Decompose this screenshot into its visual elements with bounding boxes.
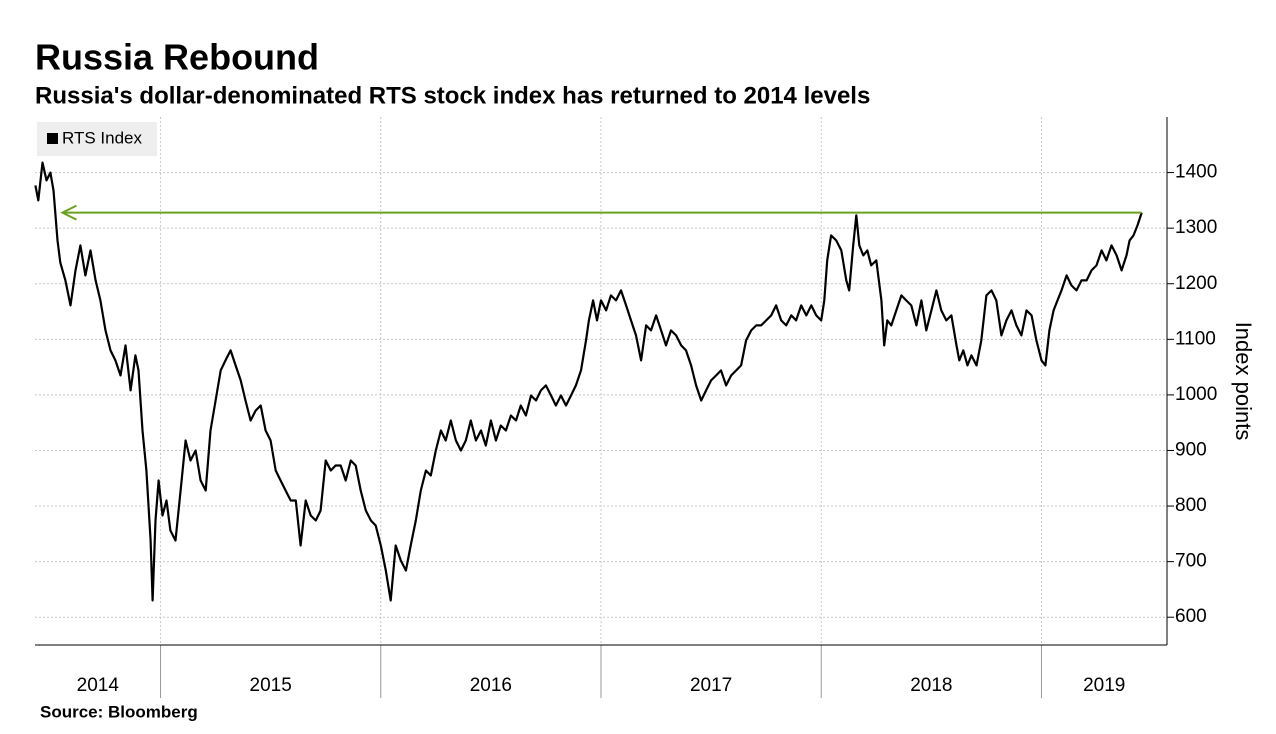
data-line: [34, 161, 1143, 602]
chart-subtitle: Russia's dollar-denominated RTS stock in…: [35, 82, 870, 109]
y-tick-label: 700: [1175, 551, 1207, 572]
y-tick-label: 1200: [1175, 273, 1217, 294]
y-axis-label: Index points: [1231, 322, 1256, 441]
y-tick-label: 1000: [1175, 384, 1217, 405]
y-tick-label: 600: [1175, 606, 1207, 627]
legend-label: RTS Index: [62, 128, 143, 147]
chart-title: Russia Rebound: [35, 37, 319, 78]
y-tick-label: 1300: [1175, 217, 1217, 238]
x-tick-label: 2018: [910, 675, 952, 696]
source: Source: Bloomberg: [40, 702, 198, 721]
y-tick-label: 1100: [1175, 328, 1216, 349]
x-tick-label: 2016: [470, 675, 512, 696]
x-tick-label: 2015: [250, 675, 292, 696]
y-tick-label: 800: [1175, 495, 1207, 516]
y-tick-label: 900: [1175, 439, 1207, 460]
arrow-head: [60, 204, 77, 221]
x-tick-label: 2014: [77, 675, 120, 696]
legend-swatch: [47, 133, 58, 144]
x-tick-label: 2017: [690, 675, 732, 696]
y-tick-label: 1400: [1175, 162, 1217, 183]
x-tick-label: 2019: [1083, 675, 1125, 696]
